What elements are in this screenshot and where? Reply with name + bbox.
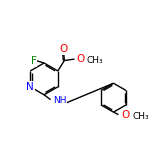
Text: CH₃: CH₃: [87, 56, 103, 65]
Text: N: N: [26, 82, 34, 92]
Text: CH₃: CH₃: [132, 112, 149, 121]
Text: NH: NH: [53, 96, 67, 105]
Text: O: O: [121, 110, 129, 120]
Text: O: O: [59, 44, 68, 54]
Text: O: O: [76, 54, 85, 64]
Text: F: F: [31, 56, 37, 66]
